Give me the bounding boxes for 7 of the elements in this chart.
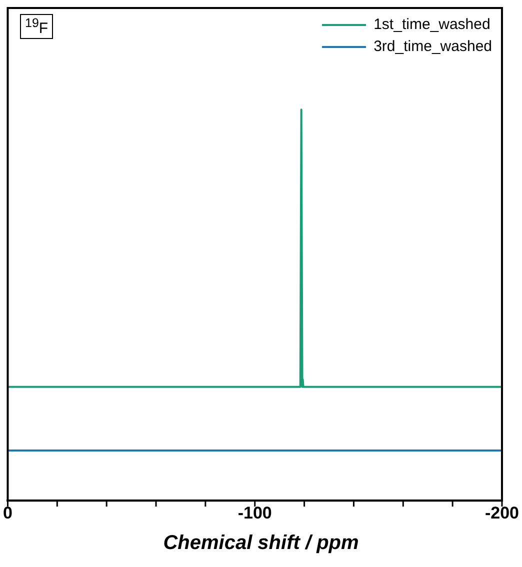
text: $^{19}$F (20, 14, 54, 39)
legend-label: 1st_time_washed (374, 15, 490, 35)
x-axis-title: Chemical shift / ppm (162, 532, 360, 555)
legend-label: 3rd_time_washed (374, 37, 492, 57)
x-tick-label: -100 (238, 503, 272, 522)
x-tick-label: 0 (2, 503, 12, 522)
x-tick-label: -200 (484, 503, 520, 522)
